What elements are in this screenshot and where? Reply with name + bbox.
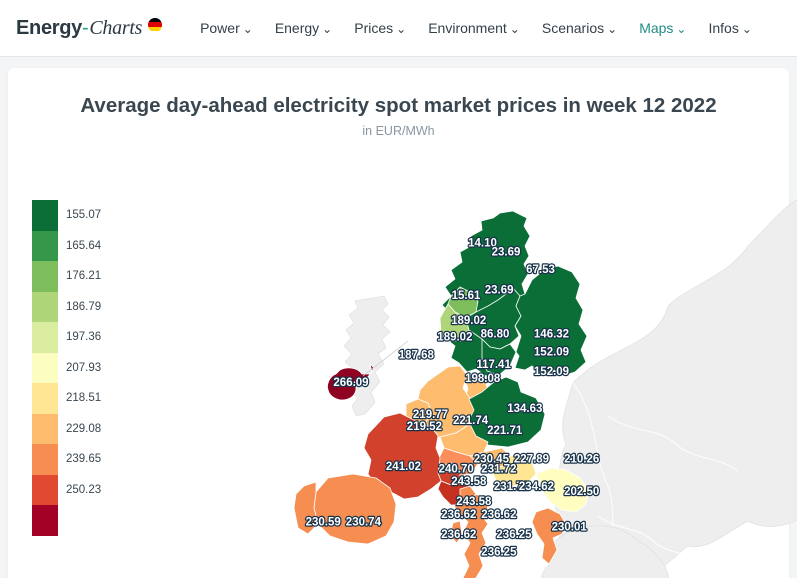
svg-text:15.61: 15.61 (452, 290, 481, 302)
svg-text:189.02: 189.02 (437, 331, 472, 343)
svg-text:221.74: 221.74 (453, 415, 489, 427)
svg-text:236.62: 236.62 (441, 529, 476, 541)
svg-text:236.62: 236.62 (481, 509, 516, 521)
svg-text:187.68: 187.68 (399, 349, 435, 361)
svg-text:210.26: 210.26 (564, 454, 599, 466)
svg-text:241.02: 241.02 (386, 461, 421, 473)
svg-text:240.70: 240.70 (439, 464, 474, 476)
svg-text:152.09: 152.09 (534, 347, 569, 359)
svg-text:189.02: 189.02 (451, 315, 486, 327)
svg-text:243.58: 243.58 (451, 476, 487, 488)
svg-text:202.50: 202.50 (564, 486, 599, 498)
svg-text:152.09: 152.09 (534, 366, 569, 378)
svg-text:236.25: 236.25 (496, 529, 532, 541)
svg-text:236.62: 236.62 (441, 509, 476, 521)
svg-text:198.08: 198.08 (465, 373, 501, 385)
svg-text:234.62: 234.62 (519, 481, 554, 493)
svg-text:86.80: 86.80 (481, 329, 510, 341)
svg-text:219.77: 219.77 (413, 409, 448, 421)
svg-text:219.52: 219.52 (407, 421, 442, 433)
svg-text:266.09: 266.09 (333, 377, 368, 389)
svg-text:23.69: 23.69 (492, 247, 521, 259)
svg-text:243.58: 243.58 (456, 496, 492, 508)
svg-text:67.53: 67.53 (526, 264, 555, 276)
svg-text:230.01: 230.01 (552, 521, 588, 533)
svg-text:146.32: 146.32 (534, 329, 569, 341)
svg-text:221.71: 221.71 (487, 425, 523, 437)
svg-text:117.41: 117.41 (476, 359, 511, 371)
svg-text:134.63: 134.63 (507, 403, 542, 415)
svg-text:230.74: 230.74 (346, 516, 382, 528)
svg-text:231.72: 231.72 (481, 464, 516, 476)
svg-text:23.69: 23.69 (485, 285, 514, 297)
svg-text:236.25: 236.25 (481, 546, 517, 558)
svg-text:230.59: 230.59 (306, 516, 341, 528)
svg-text:227.89: 227.89 (514, 454, 549, 466)
